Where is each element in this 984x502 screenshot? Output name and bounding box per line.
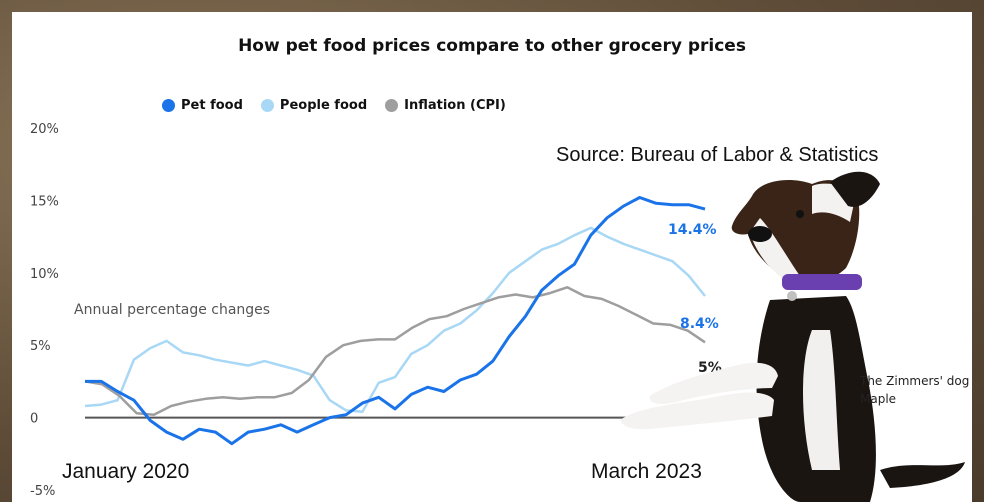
series-line-inflation-cpi [84,286,706,416]
legend-label: Pet food [181,98,243,113]
legend-dot-icon [260,99,274,112]
legend-dot-icon [385,99,399,112]
chart-title: How pet food prices compare to other gro… [238,36,746,56]
legend-item-inflation: Inflation (CPI) [385,98,506,113]
series-line-pet-food [85,196,706,446]
legend-item-people-food: People food [260,98,368,113]
y-tick-label: 15% [30,194,59,209]
y-tick-label: -5% [30,484,55,499]
dog-caption: The Zimmers' dog Maple [860,374,970,406]
dog-illustration-icon [620,171,965,502]
x-end-label: March 2023 [591,460,702,483]
series-end-label: 8.4% [680,316,719,332]
y-tick-label: 10% [30,267,59,282]
legend-dot-icon [162,99,175,112]
y-tick-label: 5% [30,339,51,354]
series-end-label: 14.4% [668,222,717,238]
legend-item-pet-food: Pet food [162,98,243,113]
source-note: Source: Bureau of Labor & Statistics [556,144,879,166]
legend-label: Inflation (CPI) [404,98,506,113]
y-tick-label: 0 [30,412,38,427]
legend: Pet food People food Inflation (CPI) [162,98,506,113]
annotation-label: Annual percentage changes [74,302,271,318]
series-line-people-food [84,226,706,414]
y-tick-label: 20% [30,122,59,137]
x-start-label: January 2020 [62,460,190,483]
legend-label: People food [279,98,368,113]
